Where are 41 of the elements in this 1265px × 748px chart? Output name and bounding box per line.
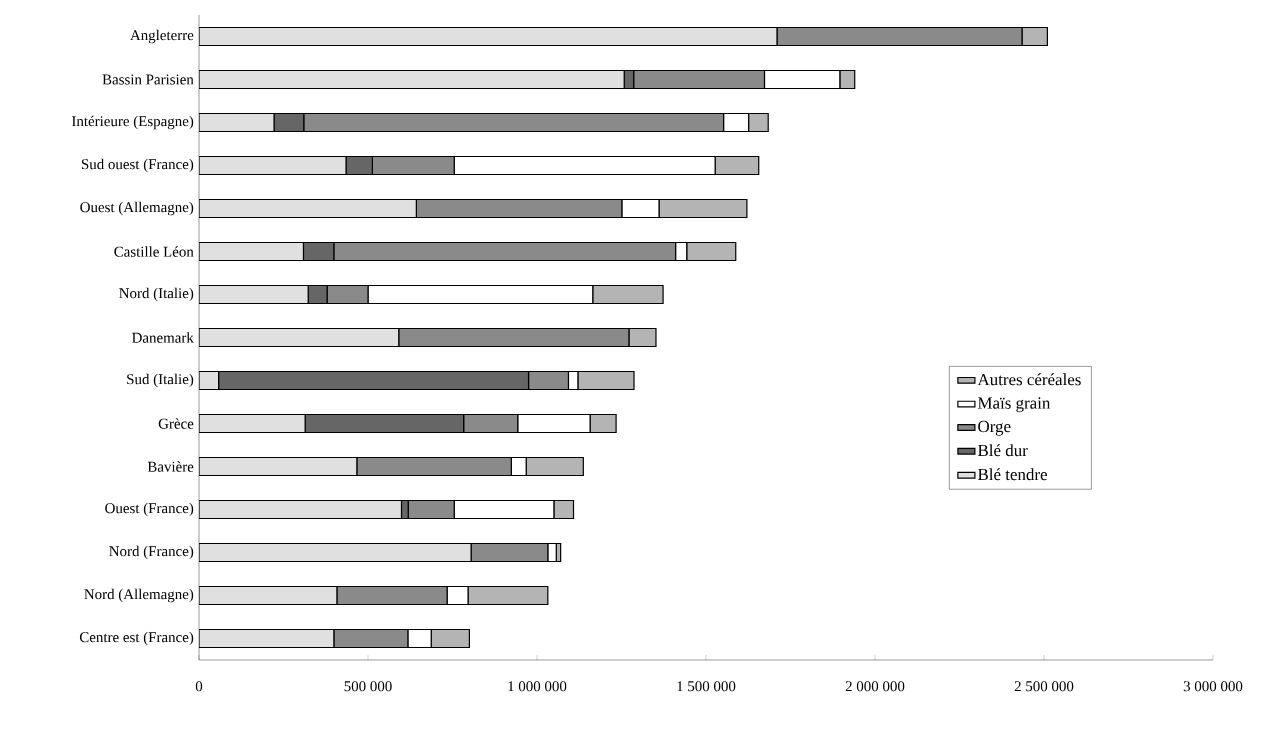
x-tick-label: 0 — [195, 681, 203, 692]
bar — [199, 499, 403, 520]
y-tick-label: Ouest (France) — [105, 502, 194, 517]
y-tick-label: Sud ouest (France) — [81, 158, 194, 173]
bar — [199, 69, 625, 90]
bar — [199, 112, 275, 133]
bar — [199, 628, 335, 649]
legend-label: Autres céréales — [977, 373, 1081, 386]
y-tick-label: Ouest (Allemagne) — [80, 201, 194, 216]
bar — [199, 241, 305, 262]
x-tick-label: 2 500 000 — [1014, 681, 1074, 692]
legend-label: Blé dur — [977, 444, 1028, 457]
bar — [199, 284, 309, 305]
y-tick-label: Bavière — [147, 461, 194, 472]
bar — [199, 585, 338, 606]
x-tick-label: 3 000 000 — [1183, 681, 1243, 692]
bar — [199, 542, 472, 563]
y-tick-label: Bassin Parisien — [102, 74, 194, 85]
y-tick-label: Nord (Allemagne) — [84, 588, 194, 603]
y-tick-label: Angleterre — [130, 29, 194, 44]
y-tick-label: Grèce — [158, 418, 194, 429]
y-tick-label: Centre est (France) — [79, 631, 194, 646]
y-tick-label: Castille Léon — [114, 246, 194, 257]
x-tick-label: 1 000 000 — [508, 681, 567, 692]
y-tick-label: Intérieure (Espagne) — [71, 115, 194, 130]
x-tick-label: 500 000 — [344, 681, 392, 692]
bar — [199, 327, 400, 348]
legend-label: Maïs grain — [977, 397, 1051, 413]
bar — [199, 413, 306, 434]
x-tick-label: 2 000 000 — [845, 681, 905, 692]
y-tick-label: Nord (Italie) — [119, 287, 194, 302]
legend-label: Blé tendre — [977, 468, 1047, 481]
bar — [199, 456, 358, 477]
bar — [199, 198, 417, 219]
y-tick-label: Sud (Italie) — [127, 373, 194, 388]
bar — [199, 26, 778, 47]
legend-label: Orge — [978, 420, 1011, 436]
y-tick-label: Nord (France) — [109, 545, 194, 560]
bar — [199, 155, 347, 176]
y-tick-label: Danemark — [132, 332, 194, 343]
x-tick-label: 1 500 000 — [677, 681, 736, 692]
